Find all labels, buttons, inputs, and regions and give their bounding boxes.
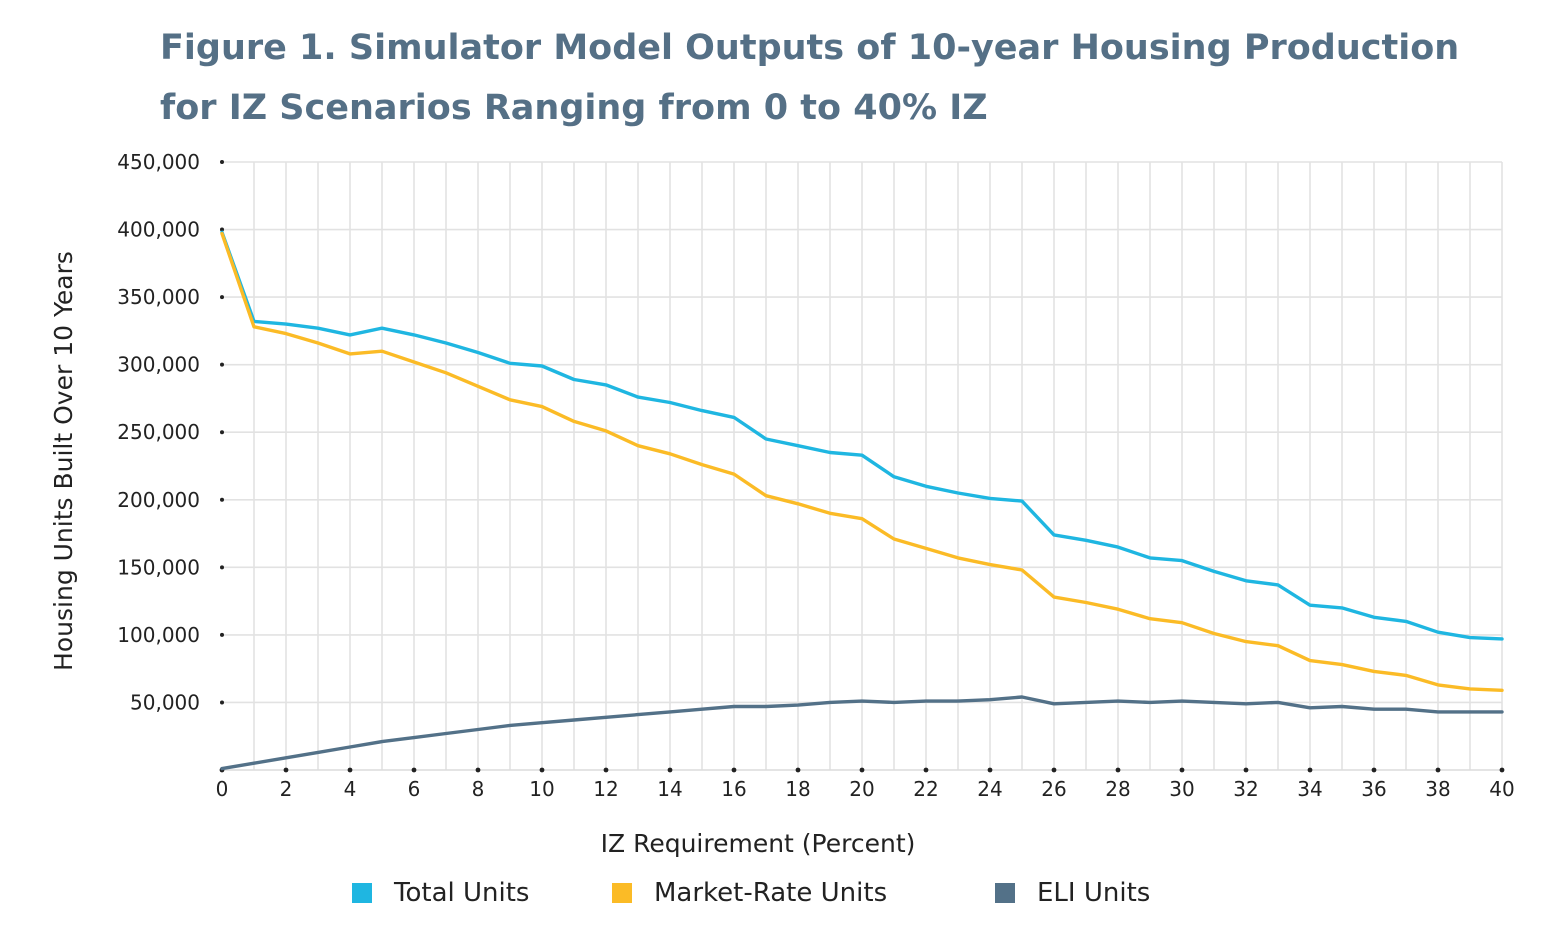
chart-title-line-1: Figure 1. Simulator Model Outputs of 10-… bbox=[160, 28, 1460, 68]
legend-swatch-market-rate-units bbox=[612, 883, 632, 903]
y-tick-mark bbox=[220, 227, 224, 232]
x-tick-label: 16 bbox=[721, 777, 746, 801]
x-tick-mark bbox=[987, 767, 993, 773]
x-tick-label: 8 bbox=[472, 777, 485, 801]
y-axis-title: Housing Units Built Over 10 Years bbox=[49, 251, 78, 671]
y-tick-mark bbox=[220, 362, 224, 367]
axes: 50,000 100,000 150,000 200,000 250,000 300,00… bbox=[117, 150, 1514, 801]
y-tick-mark bbox=[220, 700, 224, 705]
chart-title-line-2: for IZ Scenarios Ranging from 0 to 40% I… bbox=[160, 88, 988, 128]
x-tick-label: 20 bbox=[849, 777, 874, 801]
legend-label-market-rate-units: Market-Rate Units bbox=[654, 878, 888, 908]
x-tick-label: 14 bbox=[657, 777, 682, 801]
y-tick-label: 400,000 bbox=[117, 218, 200, 242]
x-tick-label: 26 bbox=[1041, 777, 1066, 801]
legend-item-total-units: Total Units bbox=[352, 878, 529, 908]
x-tick-mark bbox=[1435, 767, 1441, 773]
series-line-eli-units bbox=[220, 695, 1504, 771]
x-tick-mark bbox=[411, 767, 417, 773]
x-tick-label: 34 bbox=[1297, 777, 1322, 801]
x-tick-label: 10 bbox=[529, 777, 554, 801]
x-tick-label: 4 bbox=[344, 777, 357, 801]
x-tick-label: 36 bbox=[1361, 777, 1386, 801]
x-tick-label: 18 bbox=[785, 777, 810, 801]
legend-label-total-units: Total Units bbox=[394, 878, 530, 908]
x-tick-label: 38 bbox=[1425, 777, 1450, 801]
y-tick-label: 350,000 bbox=[117, 285, 200, 309]
y-tick-label: 100,000 bbox=[117, 623, 200, 647]
x-tick-mark bbox=[1115, 767, 1121, 773]
y-tick-mark bbox=[220, 497, 224, 502]
x-tick-label: 32 bbox=[1233, 777, 1258, 801]
x-tick-mark bbox=[539, 767, 545, 773]
x-tick-label: 12 bbox=[593, 777, 618, 801]
x-tick-mark bbox=[603, 767, 609, 773]
y-tick-mark bbox=[220, 160, 224, 164]
grid bbox=[222, 161, 1503, 770]
y-tick-label: 150,000 bbox=[117, 555, 200, 579]
y-tick-mark bbox=[220, 565, 224, 570]
y-tick-label: 200,000 bbox=[117, 488, 200, 512]
legend-swatch-eli-units bbox=[995, 883, 1015, 903]
x-tick-label: 40 bbox=[1489, 777, 1514, 801]
legend-label-eli-units: ELI Units bbox=[1037, 878, 1151, 908]
x-tick-mark bbox=[923, 767, 929, 773]
x-tick-mark bbox=[1499, 767, 1505, 773]
series-lines bbox=[220, 230, 1504, 771]
y-tick-label: 300,000 bbox=[117, 353, 200, 377]
x-tick-mark bbox=[1051, 767, 1057, 773]
y-tick-label: 50,000 bbox=[130, 690, 200, 714]
y-tick-label: 450,000 bbox=[117, 150, 200, 174]
x-tick-label: 6 bbox=[408, 777, 421, 801]
x-tick-label: 2 bbox=[280, 777, 293, 801]
x-axis-title: IZ Requirement (Percent) bbox=[601, 829, 916, 858]
x-tick-mark bbox=[667, 767, 673, 773]
x-tick-mark bbox=[859, 767, 865, 773]
legend-item-eli-units: ELI Units bbox=[995, 878, 1150, 908]
x-tick-label: 22 bbox=[913, 777, 938, 801]
y-tick-mark bbox=[220, 430, 224, 435]
x-tick-mark bbox=[1307, 767, 1313, 773]
x-tick-mark bbox=[1371, 767, 1377, 773]
x-tick-mark bbox=[347, 767, 353, 773]
series-line-total-units bbox=[220, 230, 1504, 641]
y-tick-mark bbox=[220, 632, 224, 637]
series-line-market-rate-units bbox=[220, 231, 1504, 692]
y-tick-label: 250,000 bbox=[117, 420, 200, 444]
x-tick-label: 0 bbox=[216, 777, 229, 801]
x-tick-mark bbox=[731, 767, 737, 773]
x-tick-mark bbox=[1243, 767, 1249, 773]
x-tick-mark bbox=[475, 767, 481, 773]
x-tick-mark bbox=[795, 767, 801, 773]
legend-item-market-rate-units: Market-Rate Units bbox=[612, 878, 887, 908]
x-tick-mark bbox=[1179, 767, 1185, 773]
x-tick-label: 24 bbox=[977, 777, 1002, 801]
x-tick-label: 30 bbox=[1169, 777, 1194, 801]
x-tick-label: 28 bbox=[1105, 777, 1130, 801]
legend-swatch-total-units bbox=[352, 883, 372, 903]
legend: Total Units Market-Rate Units ELI Units bbox=[0, 878, 1562, 918]
y-tick-mark bbox=[220, 295, 224, 300]
x-tick-mark bbox=[283, 767, 289, 773]
chart-title: Figure 1. Simulator Model Outputs of 10-… bbox=[160, 18, 1459, 138]
